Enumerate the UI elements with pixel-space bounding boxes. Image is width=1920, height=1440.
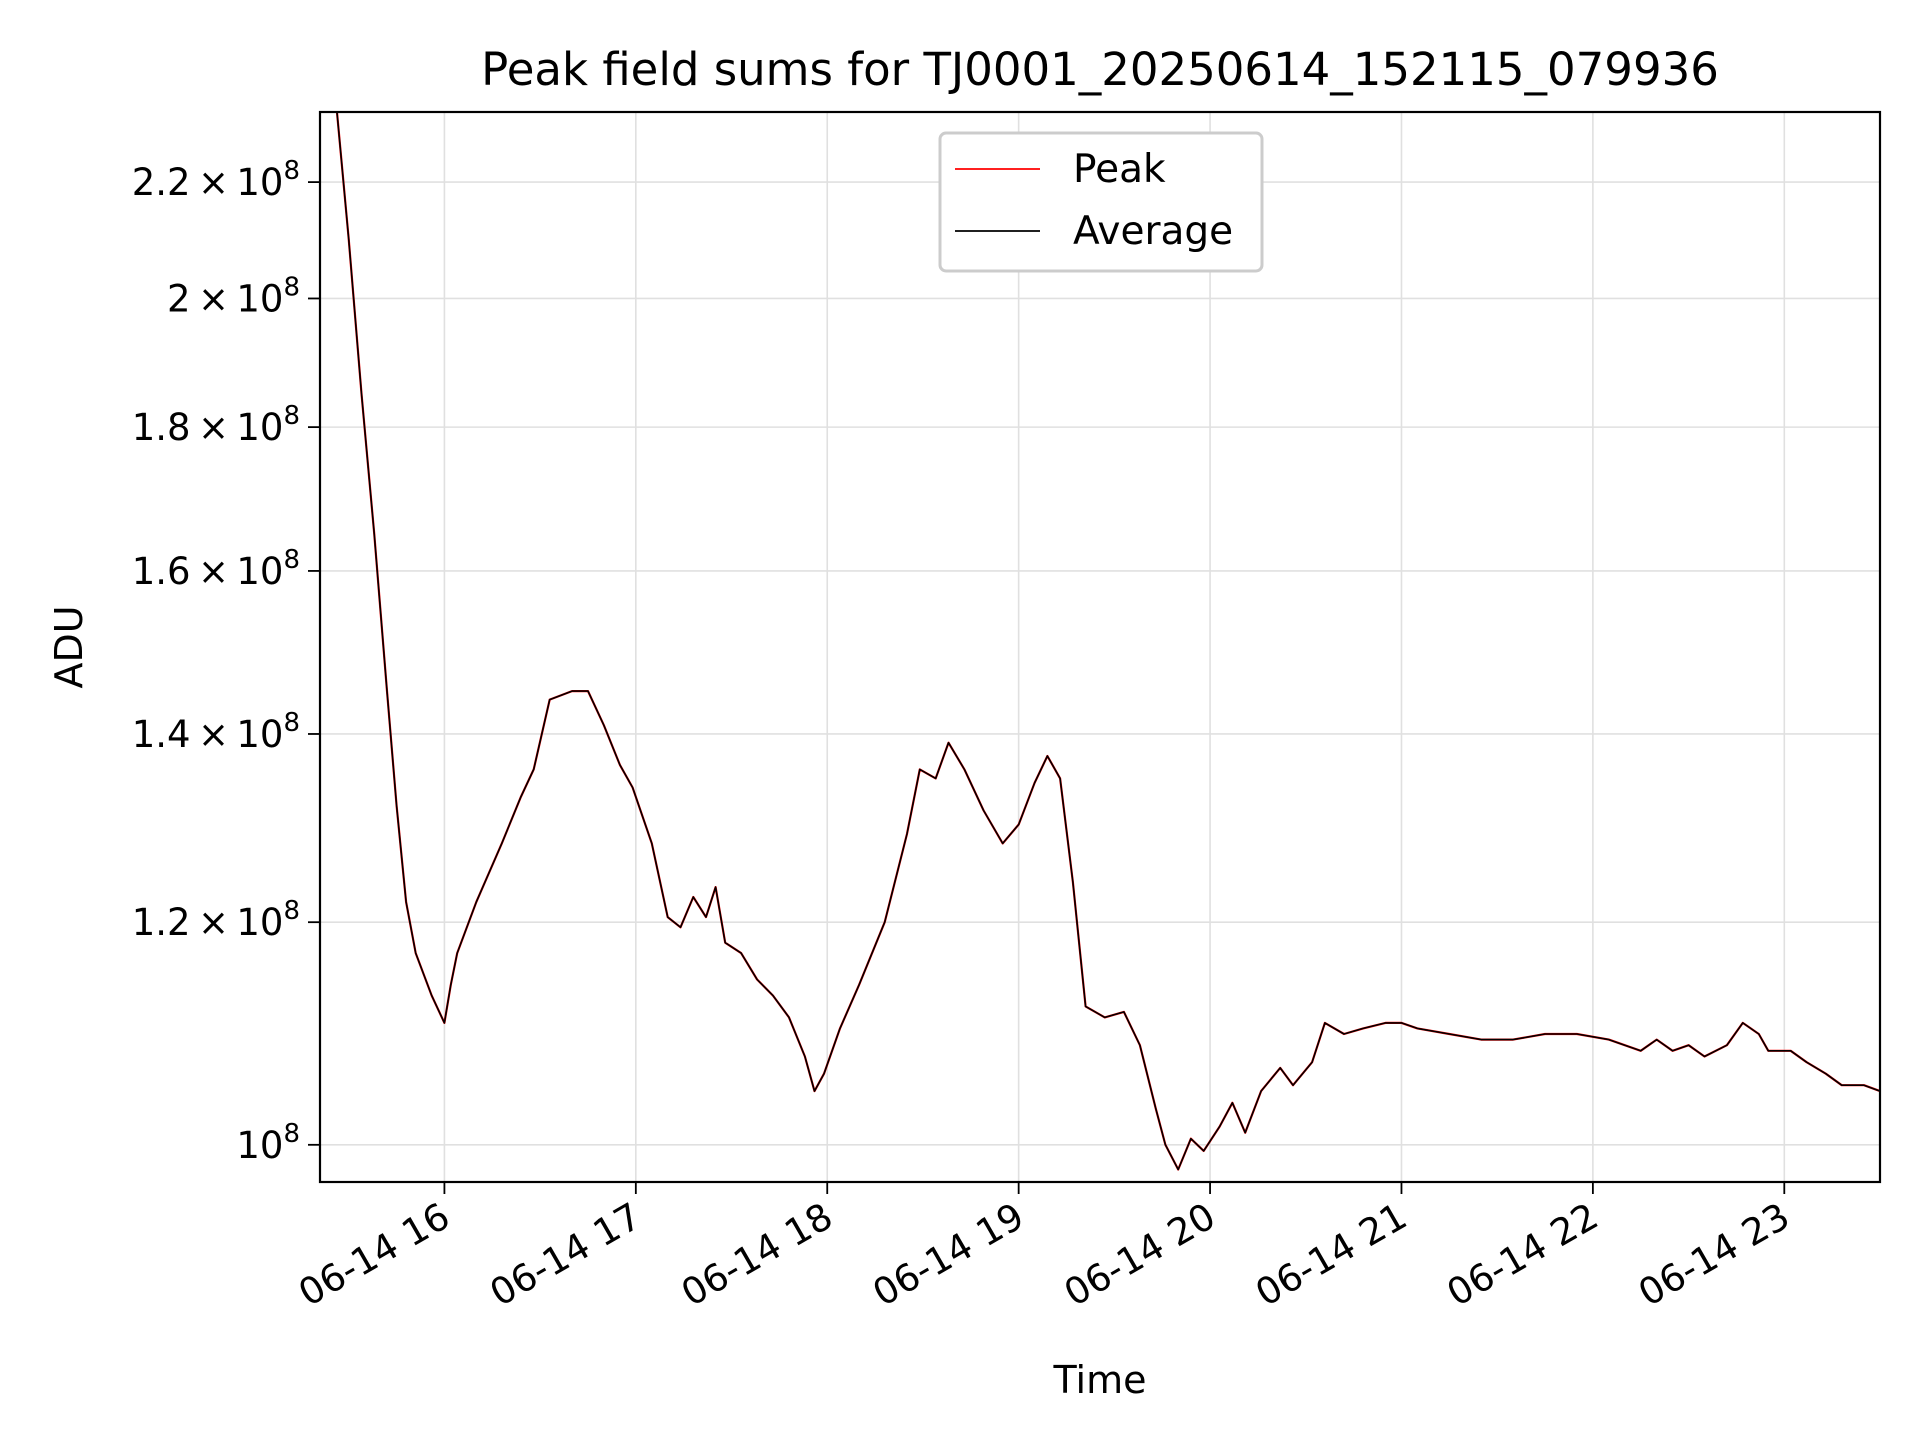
chart-title: Peak field sums for TJ0001_20250614_1521… [481,43,1719,96]
y-tick-label: 1.2 × 108 [132,896,300,944]
y-tick-label: 1.6 × 108 [132,545,300,593]
x-axis-label: Time [1053,1358,1147,1402]
y-tick-label: 2 × 108 [167,272,300,320]
legend-box [938,131,1264,273]
plot-frame [318,110,1882,1184]
legend-label-peak: Peak [1073,147,1166,192]
y-axis: 108 1.2 × 108 1.4 × 108 1.6 × 108 1.8 × 108 2… [132,156,320,1167]
y-tick-label: 2.2 × 108 [132,156,300,204]
legend-label-average: Average [1073,209,1233,254]
legend: Peak Average [938,131,1264,273]
plot-lines [335,112,1880,1171]
y-axis-label: ADU [47,605,91,688]
y-tick-label: 108 [236,1119,300,1167]
y-tick-label: 1.8 × 108 [132,401,300,449]
y-tick-label: 1.4 × 108 [132,708,300,756]
series-line-average [336,112,1880,1171]
